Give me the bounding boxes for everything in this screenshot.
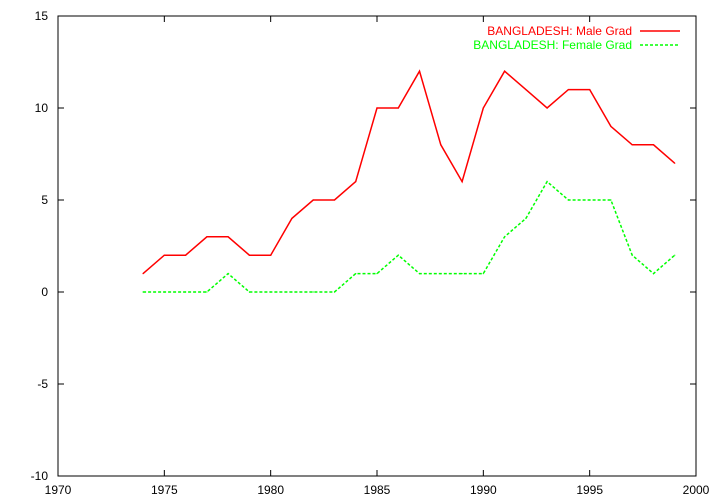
data-point [270,291,272,293]
data-point [610,125,612,127]
data-point [546,107,548,109]
data-point [355,273,357,275]
data-point [674,162,676,164]
x-tick-label: 1995 [576,483,603,497]
data-point [610,199,612,201]
data-point [312,199,314,201]
series-line-female-grad [143,180,676,293]
data-point [163,254,165,256]
legend-label: BANGLADESH: Male Grad [487,24,632,38]
data-point [567,199,570,201]
y-tick-label: 10 [35,101,49,115]
data-point [631,254,633,256]
data-point [312,291,314,293]
data-point [504,236,506,238]
data-point [461,181,463,183]
data-point [248,254,250,256]
x-tick-label: 1990 [470,483,497,497]
data-point [227,273,229,275]
data-point [482,273,484,275]
y-tick-label: 5 [41,193,48,207]
data-point [397,107,399,109]
data-point [227,236,229,238]
y-tick-label: 15 [35,9,49,23]
data-point [567,89,570,91]
data-point [355,181,357,183]
data-point [248,291,250,293]
data-point [270,254,272,256]
data-point [525,217,527,219]
data-point [333,199,336,201]
data-point [589,89,591,91]
series-line-male-grad [142,69,676,275]
series-layer [142,69,676,293]
data-point [376,273,378,275]
data-point [652,144,655,146]
x-tick-label: 1985 [364,483,391,497]
x-tick-label: 1970 [45,483,72,497]
legend-label: BANGLADESH: Female Grad [473,38,632,52]
data-point [631,144,633,146]
y-tick-label: 0 [41,285,48,299]
data-point [482,107,484,109]
data-point [461,273,463,275]
x-tick-label: 2000 [683,483,710,497]
data-point [440,144,442,146]
data-point [589,199,591,201]
data-point [163,291,165,293]
data-point [525,89,527,91]
data-point [376,107,378,109]
data-point [333,291,336,293]
data-point [185,254,187,256]
data-point [418,70,421,72]
data-point [440,273,442,275]
data-point [546,181,548,183]
data-point [206,236,208,238]
data-point [397,254,399,256]
y-tick-label: -10 [31,469,49,483]
data-point [674,254,676,256]
y-tick-label: -5 [37,377,48,391]
data-point [504,70,506,72]
axis-ticks: 1970 1975 1980 1985 1990 1995 2000 -10 -5 0 5 10 15 [31,9,710,497]
data-point [185,291,187,293]
data-point [291,291,293,293]
plot-area [57,15,697,477]
data-point [418,273,421,275]
data-point [652,273,655,275]
data-point [142,273,144,275]
x-tick-label: 1975 [151,483,178,497]
data-point [206,291,208,293]
x-tick-label: 1980 [257,483,284,497]
data-point [291,217,293,219]
data-point [142,291,144,293]
